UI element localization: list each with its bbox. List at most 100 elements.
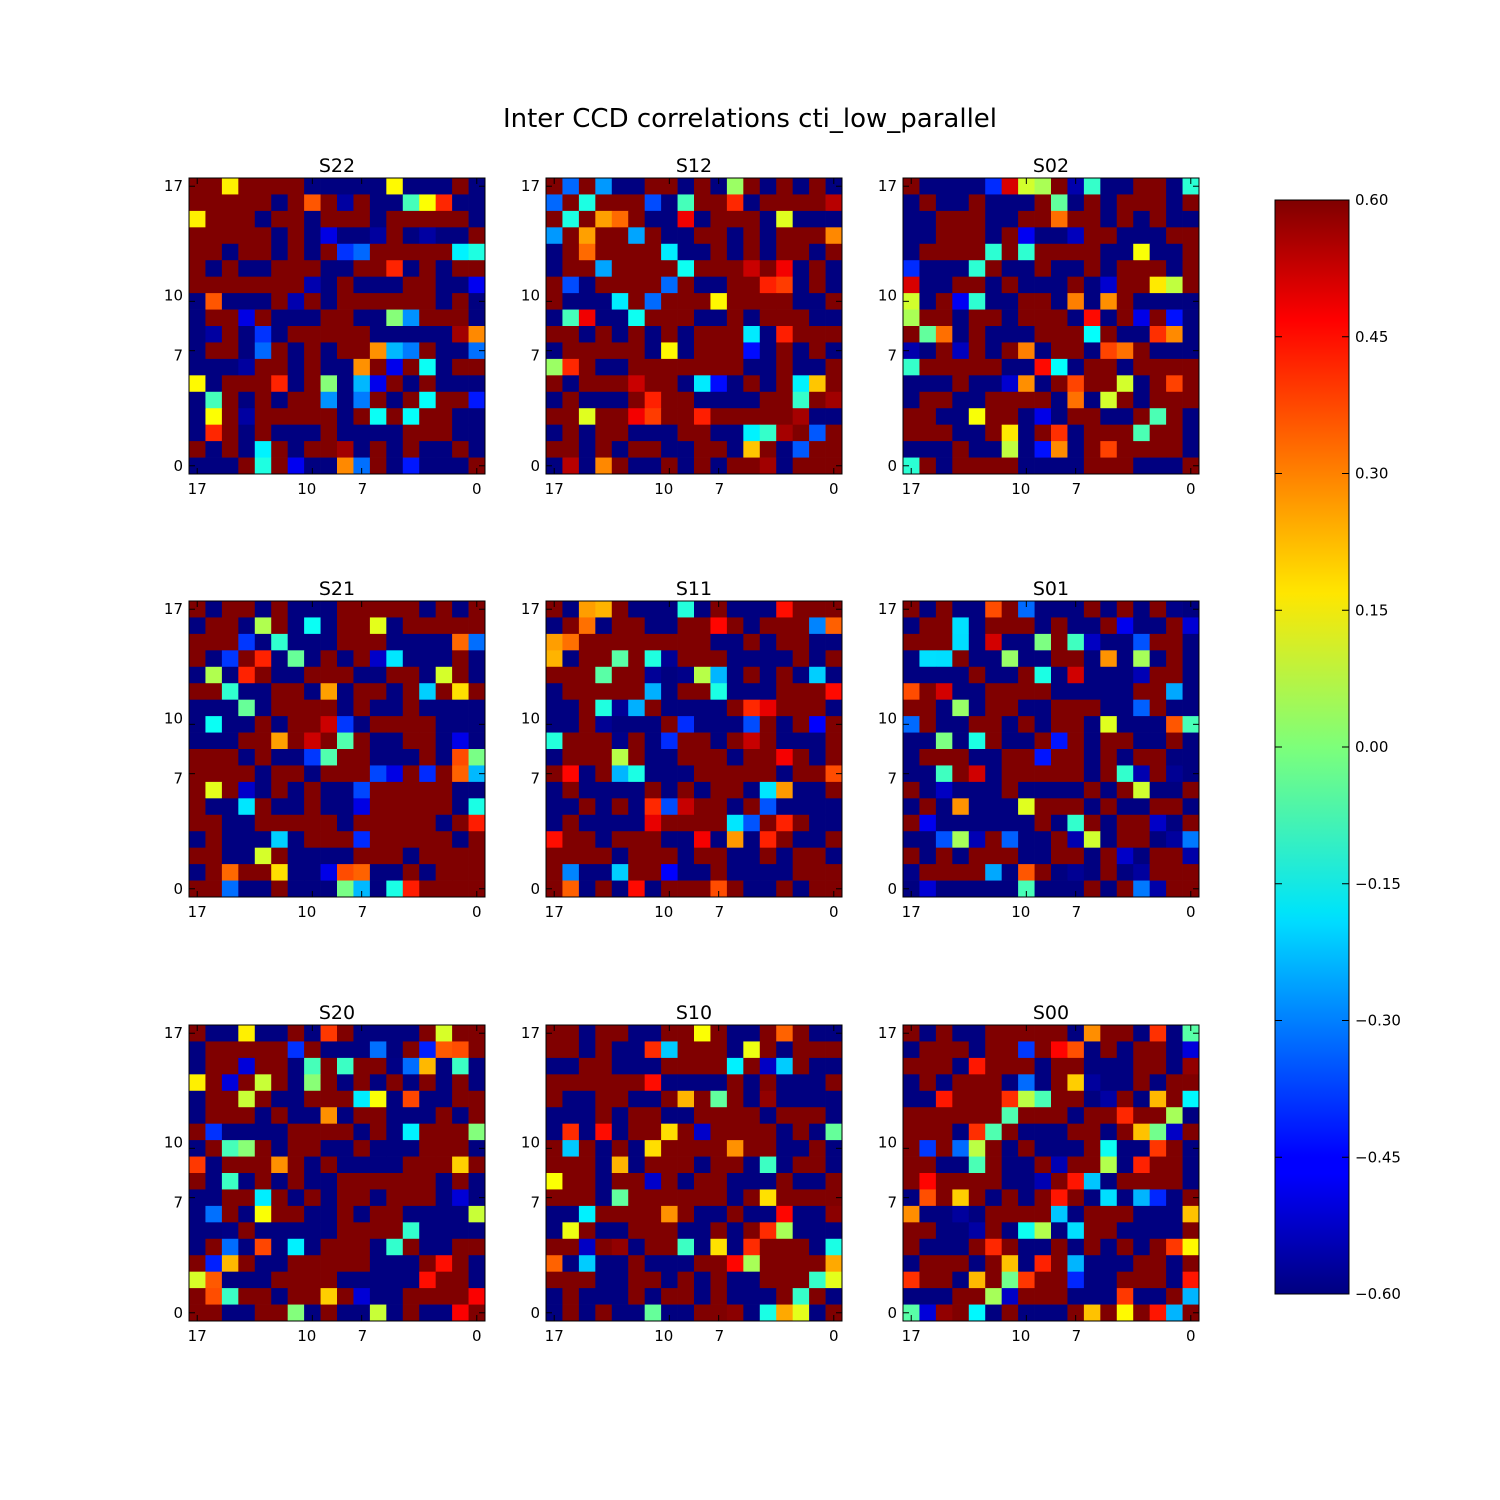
- heatmap-cell: [661, 716, 678, 733]
- heatmap-cell: [546, 441, 563, 458]
- heatmap-cell: [1001, 326, 1019, 343]
- x-tick-label: 7: [1072, 1327, 1082, 1345]
- heatmap-cell: [792, 1222, 810, 1240]
- heatmap-cell: [903, 749, 920, 766]
- heatmap-cell: [644, 864, 662, 881]
- panel-frame: [188, 600, 486, 898]
- heatmap-cell: [1034, 1057, 1052, 1075]
- heatmap-cell: [694, 1189, 711, 1207]
- y-tick-label: 10: [164, 709, 183, 727]
- heatmap-cell: [710, 1123, 728, 1141]
- heatmap-cell: [1133, 293, 1151, 310]
- heatmap-cell: [578, 1238, 596, 1256]
- heatmap-cell: [985, 732, 1003, 750]
- heatmap-cell: [221, 424, 239, 442]
- heatmap-cell: [809, 683, 826, 701]
- heatmap-cell: [935, 276, 953, 294]
- heatmap-cell: [985, 210, 1003, 228]
- heatmap-cell: [402, 1255, 420, 1273]
- heatmap-cell: [1067, 408, 1085, 426]
- heatmap-cell: [435, 716, 453, 733]
- heatmap-cell: [578, 864, 596, 881]
- heatmap-cell: [1067, 326, 1085, 343]
- heatmap-cell: [1001, 831, 1019, 849]
- heatmap-cell: [369, 391, 387, 409]
- heatmap-cell: [1182, 210, 1200, 228]
- heatmap-cell: [1018, 441, 1035, 458]
- heatmap-cell: [1182, 880, 1200, 898]
- heatmap-cell: [726, 1107, 744, 1125]
- heatmap-cell: [452, 601, 469, 618]
- heatmap-cell: [353, 276, 371, 294]
- heatmap-cell: [205, 408, 223, 426]
- heatmap-cell: [595, 358, 613, 376]
- heatmap-cell: [919, 732, 937, 750]
- heatmap-cell: [628, 1222, 646, 1240]
- heatmap-cell: [189, 1288, 206, 1305]
- heatmap-cell: [562, 831, 580, 849]
- heatmap-cell: [935, 326, 953, 343]
- heatmap-cell: [337, 1057, 354, 1075]
- heatmap-cell: [1051, 1271, 1068, 1289]
- heatmap-cell: [287, 1222, 305, 1240]
- heatmap-cell: [402, 342, 420, 360]
- heatmap-cell: [726, 864, 744, 881]
- heatmap-cell: [661, 408, 678, 426]
- heatmap-cell: [1133, 831, 1151, 849]
- heatmap-cell: [287, 1041, 305, 1059]
- heatmap-cell: [1018, 457, 1035, 475]
- heatmap-cell: [435, 441, 453, 458]
- heatmap-cell: [419, 1156, 437, 1174]
- heatmap-cell: [677, 194, 695, 212]
- heatmap-cell: [985, 666, 1003, 684]
- heatmap-cell: [221, 798, 239, 816]
- heatmap-cell: [710, 441, 728, 458]
- heatmap-cell: [644, 1123, 662, 1141]
- heatmap-cell: [776, 375, 794, 393]
- heatmap-cell: [320, 1288, 338, 1305]
- x-tick-label: 10: [297, 1327, 316, 1345]
- heatmap-cell: [776, 1222, 794, 1240]
- heatmap-cell: [1067, 814, 1085, 832]
- heatmap-cell: [562, 749, 580, 766]
- heatmap-cell: [1149, 1288, 1167, 1305]
- heatmap-cell: [1100, 243, 1118, 261]
- panel-frame: [545, 1024, 843, 1322]
- heatmap-cell: [468, 798, 486, 816]
- heatmap-cell: [710, 358, 728, 376]
- heatmap-cell: [726, 1156, 744, 1174]
- heatmap-cell: [919, 683, 937, 701]
- heatmap-cell: [1067, 178, 1085, 195]
- heatmap-cell: [189, 227, 206, 245]
- heatmap-cell: [337, 260, 354, 278]
- heatmap-cell: [825, 210, 843, 228]
- heatmap-cell: [1067, 1140, 1085, 1157]
- heatmap-cell: [402, 441, 420, 458]
- heatmap-cell: [825, 781, 843, 799]
- heatmap-cell: [1083, 227, 1101, 245]
- heatmap-cell: [1116, 326, 1134, 343]
- heatmap-cell: [337, 1271, 354, 1289]
- heatmap-cell: [578, 1090, 596, 1108]
- heatmap-cell: [452, 765, 469, 783]
- heatmap-cell: [952, 178, 970, 195]
- heatmap-cell: [825, 227, 843, 245]
- heatmap-cell: [1001, 441, 1019, 458]
- heatmap-cell: [952, 441, 970, 458]
- heatmap-cell: [1182, 1304, 1200, 1322]
- heatmap-cell: [304, 633, 321, 651]
- heatmap-cell: [1182, 260, 1200, 278]
- heatmap-cell: [968, 424, 986, 442]
- heatmap-cell: [287, 227, 305, 245]
- heatmap-cell: [628, 1090, 646, 1108]
- heatmap-cell: [726, 749, 744, 766]
- heatmap-cell: [402, 831, 420, 849]
- heatmap-cell: [919, 831, 937, 849]
- heatmap-cell: [369, 1025, 387, 1042]
- heatmap-cell: [1149, 716, 1167, 733]
- heatmap-cell: [952, 1123, 970, 1141]
- heatmap-cell: [1116, 424, 1134, 442]
- heatmap-cell: [419, 601, 437, 618]
- heatmap-cell: [825, 326, 843, 343]
- heatmap-cell: [189, 424, 206, 442]
